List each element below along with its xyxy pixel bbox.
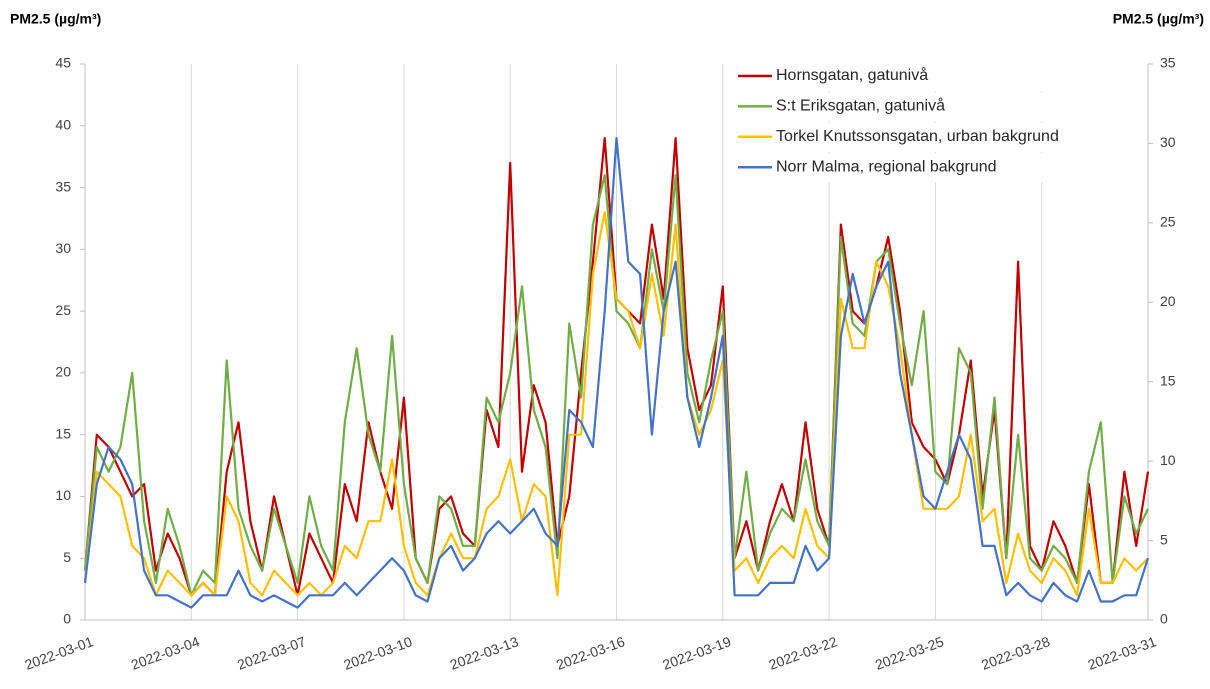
x-tick-label: 2022-03-10 (341, 633, 414, 673)
x-tick-label: 2022-03-31 (1086, 633, 1159, 673)
legend-label: Torkel Knutssonsgatan, urban bakgrund (776, 128, 1059, 145)
legend-label: Hornsgatan, gatunivå (776, 66, 928, 84)
x-tick-label: 2022-03-07 (235, 633, 308, 673)
y-tick-label: 20 (55, 364, 71, 380)
y-tick-label: 35 (55, 178, 71, 194)
y2-tick-label: 0 (1160, 611, 1168, 627)
x-tick-label: 2022-03-19 (660, 633, 733, 673)
x-tick-label: 2022-03-28 (979, 633, 1052, 673)
y2-tick-label: 30 (1160, 134, 1176, 150)
y2-tick-label: 20 (1160, 293, 1176, 309)
series-line (83, 174, 1149, 597)
y2-tick-label: 5 (1160, 531, 1168, 547)
y2-tick-label: 35 (1160, 55, 1176, 71)
x-tick-label: 2022-03-04 (129, 633, 202, 673)
x-tick-label: 2022-03-22 (767, 633, 840, 673)
y-tick-label: 45 (55, 55, 71, 71)
series-line (83, 211, 1149, 597)
y-tick-label: 25 (55, 302, 71, 318)
y-tick-label: 10 (55, 487, 71, 503)
x-tick-label: 2022-03-16 (554, 633, 627, 673)
legend-bg (734, 153, 1134, 183)
y2-axis-label: PM2.5 (µg/m³) (1113, 11, 1204, 27)
y2-tick-label: 15 (1160, 372, 1176, 388)
x-tick-label: 2022-03-25 (873, 633, 946, 673)
y-axis-label: PM2.5 (µg/m³) (10, 11, 101, 27)
y2-tick-label: 10 (1160, 452, 1176, 468)
series-line (83, 137, 1150, 609)
legend-bg (734, 62, 1134, 91)
y2-tick-label: 25 (1160, 214, 1176, 230)
x-tick-label: 2022-03-13 (448, 633, 521, 673)
x-tick-label: 2022-03-01 (23, 633, 96, 673)
y-tick-label: 5 (63, 549, 71, 565)
legend-bg (734, 122, 1134, 152)
y-tick-label: 40 (55, 116, 71, 132)
legend-bg (734, 92, 1134, 122)
y-tick-label: 30 (55, 240, 71, 256)
y-tick-label: 0 (63, 611, 71, 627)
legend-label: S:t Eriksgatan, gatunivå (776, 97, 945, 115)
y-tick-label: 15 (55, 425, 71, 441)
legend-label: Norr Malma, regional bakgrund (776, 158, 997, 175)
